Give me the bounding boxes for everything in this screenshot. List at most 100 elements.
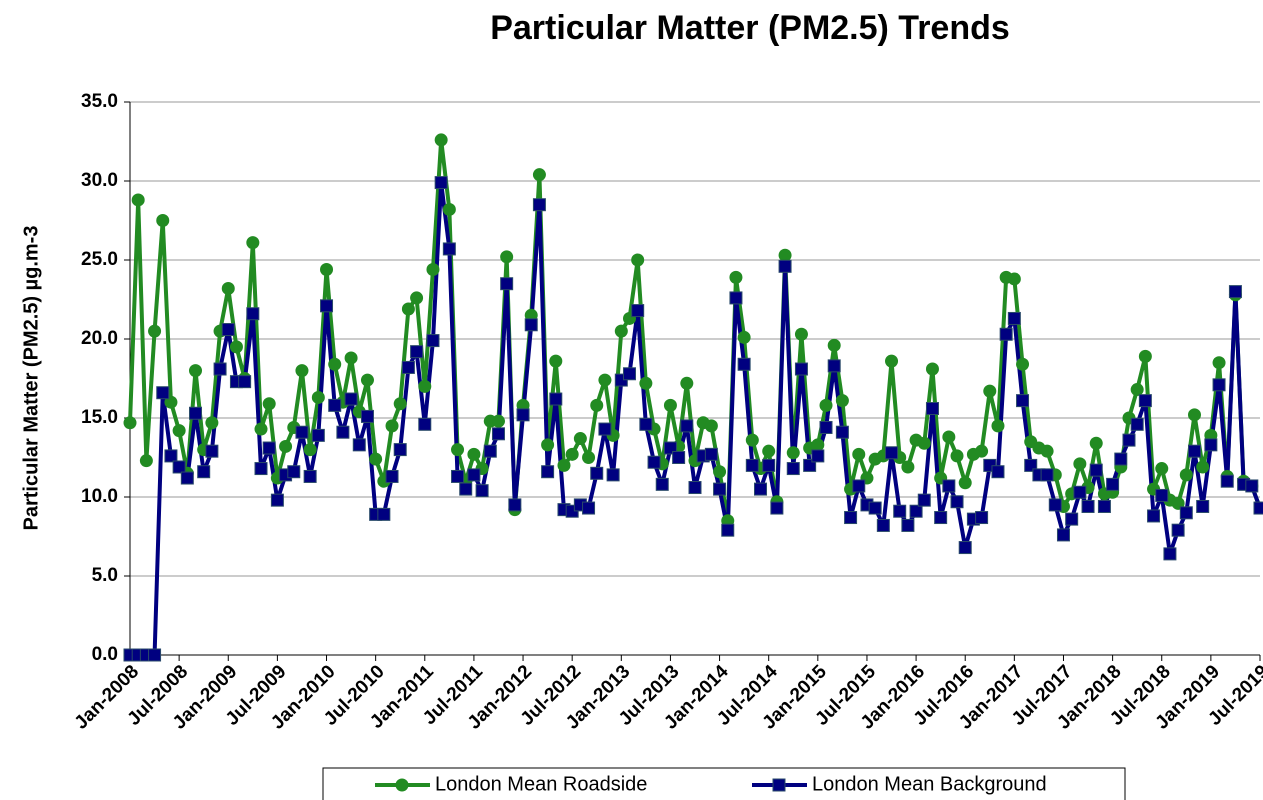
- data-point: [778, 248, 792, 262]
- data-point: [680, 419, 694, 433]
- data-point: [1089, 463, 1103, 477]
- data-point: [876, 518, 890, 532]
- data-point: [221, 323, 235, 337]
- data-point: [1130, 383, 1144, 397]
- data-point: [1196, 499, 1210, 513]
- data-point: [835, 394, 849, 408]
- data-point: [614, 324, 628, 338]
- data-point: [639, 417, 653, 431]
- data-point: [393, 443, 407, 457]
- data-point: [713, 482, 727, 496]
- data-point: [1171, 523, 1185, 537]
- data-point: [131, 193, 145, 207]
- data-point: [1106, 477, 1120, 491]
- data-point: [827, 338, 841, 352]
- data-point: [942, 479, 956, 493]
- data-point: [156, 214, 170, 227]
- data-point: [434, 133, 448, 147]
- data-point: [852, 447, 866, 461]
- data-point: [770, 501, 784, 515]
- data-point: [1007, 272, 1021, 286]
- data-point: [1155, 488, 1169, 502]
- data-point: [721, 523, 735, 537]
- data-point: [311, 428, 325, 442]
- data-point: [541, 465, 555, 479]
- data-point: [303, 443, 317, 457]
- data-point: [631, 304, 645, 318]
- data-point: [1056, 528, 1070, 542]
- data-point: [827, 359, 841, 373]
- data-point: [754, 482, 768, 496]
- data-point: [762, 458, 776, 472]
- data-point: [1130, 417, 1144, 431]
- data-point: [360, 373, 374, 387]
- data-point: [819, 398, 833, 412]
- data-point: [246, 307, 260, 321]
- data-point: [1040, 468, 1054, 482]
- data-point: [745, 433, 759, 447]
- plot-area: [123, 133, 1263, 662]
- data-point: [1081, 499, 1095, 513]
- data-point: [442, 202, 456, 216]
- data-point: [1187, 408, 1201, 422]
- legend: London Mean Roadside London Mean Backgrou…: [375, 773, 1047, 795]
- data-point: [500, 277, 514, 291]
- data-point: [1122, 433, 1136, 447]
- data-point: [401, 360, 415, 374]
- data-point: [729, 270, 743, 284]
- data-point: [975, 444, 989, 458]
- data-point: [320, 262, 334, 276]
- data-point: [1228, 285, 1242, 299]
- data-point: [229, 340, 243, 354]
- data-point: [500, 250, 514, 264]
- data-point: [491, 414, 505, 428]
- data-point: [999, 327, 1013, 341]
- data-point: [582, 501, 596, 515]
- y-tick-label: 35.0: [81, 91, 118, 112]
- data-point: [270, 493, 284, 507]
- data-point: [246, 236, 260, 250]
- data-point: [508, 498, 522, 512]
- series-line: [130, 180, 1262, 657]
- data-point: [328, 398, 342, 412]
- data-point: [221, 281, 235, 295]
- legend-label: London Mean Roadside: [435, 773, 647, 795]
- chart-title: Particular Matter (PM2.5) Trends: [490, 9, 1010, 47]
- data-point: [917, 436, 931, 450]
- data-point: [352, 438, 366, 452]
- y-tick-label: 25.0: [81, 249, 118, 270]
- data-point: [704, 419, 718, 433]
- data-point: [1253, 501, 1263, 515]
- data-point: [762, 444, 776, 458]
- data-point: [1073, 457, 1087, 471]
- data-point: [426, 334, 440, 348]
- data-point: [426, 262, 440, 276]
- data-point: [549, 354, 563, 368]
- data-point: [532, 198, 546, 212]
- y-tick-label: 0.0: [92, 644, 118, 665]
- data-point: [1138, 394, 1152, 408]
- data-point: [451, 469, 465, 483]
- data-point: [958, 541, 972, 555]
- legend-label: London Mean Background: [812, 773, 1047, 795]
- y-tick-label: 10.0: [81, 486, 118, 507]
- data-point: [139, 454, 153, 468]
- axes: 0.05.010.015.020.025.030.035.0Jan-2008Ju…: [71, 91, 1263, 734]
- data-point: [811, 449, 825, 463]
- data-point: [606, 468, 620, 482]
- data-point: [1114, 452, 1128, 466]
- data-point: [303, 469, 317, 483]
- data-point: [360, 409, 374, 423]
- data-point: [541, 438, 555, 452]
- data-point: [156, 386, 170, 400]
- data-point: [295, 364, 309, 378]
- data-point: [991, 465, 1005, 479]
- data-point: [573, 432, 587, 446]
- data-point: [336, 425, 350, 439]
- data-point: [598, 373, 612, 387]
- data-point: [1163, 547, 1177, 561]
- data-point: [901, 460, 915, 474]
- data-point: [418, 417, 432, 431]
- data-point: [344, 392, 358, 406]
